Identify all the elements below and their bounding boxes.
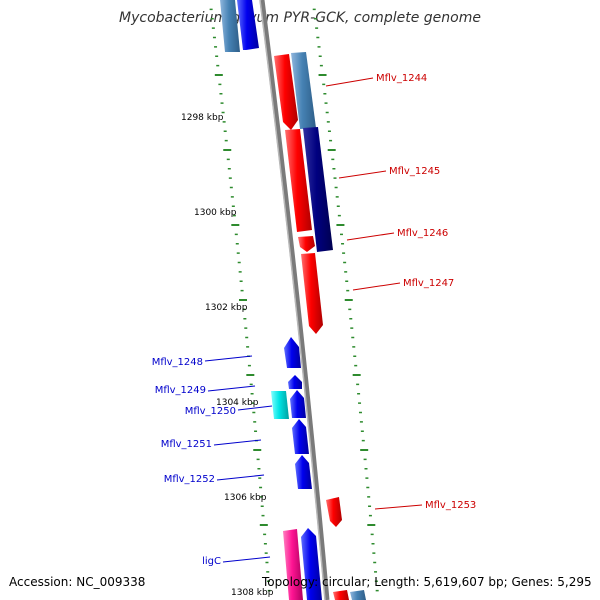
gene-mflv-1245 <box>303 127 333 252</box>
gene-ligc-blue <box>301 528 322 600</box>
label-line-mflv-1244 <box>325 77 374 87</box>
label-line-mflv-1248 <box>204 355 253 362</box>
gene-label-mflv-1247: Mflv_1247 <box>403 278 454 289</box>
gene-label-mflv-1244: Mflv_1244 <box>376 73 427 84</box>
label-line-mflv-1253 <box>374 504 423 510</box>
gene-mflv-1253 <box>326 497 342 527</box>
label-line-mflv-1252 <box>216 474 265 481</box>
gene-ligc <box>283 529 303 600</box>
gene-label-mflv-1248: Mflv_1248 <box>152 357 203 368</box>
gene-mflv-1244 <box>291 52 316 129</box>
label-line-mflv-1246 <box>346 232 395 241</box>
gene-label-mflv-1253: Mflv_1253 <box>425 500 476 511</box>
gene-label-mflv-1250: Mflv_1250 <box>185 406 236 417</box>
gene-mflv-1249 <box>288 375 302 389</box>
gene-label-mflv-1252: Mflv_1252 <box>164 474 215 485</box>
scale-ticks-outer <box>312 8 379 592</box>
label-line-mflv-1247 <box>352 282 401 291</box>
gene-bottom-steelblue <box>350 590 366 600</box>
scale-ticks-inner <box>209 8 271 592</box>
scale-label-1306: 1306 kbp <box>224 493 267 503</box>
gene-label-ligc: ligC <box>202 556 221 567</box>
gene-mflv-1248 <box>284 337 301 368</box>
label-line-mflv-1249 <box>207 385 256 392</box>
gene-label-mflv-1251: Mflv_1251 <box>161 439 212 450</box>
scale-label-1304: 1304 kbp <box>216 398 259 408</box>
gene-mflv-1251 <box>292 419 309 454</box>
gene-mflv-1247 <box>301 253 323 334</box>
label-line-ligc <box>222 556 271 563</box>
accession-text: Accession: NC_009338 <box>9 575 146 589</box>
label-line-mflv-1245 <box>338 170 387 179</box>
scale-label-1302: 1302 kbp <box>205 303 248 313</box>
map-title: Mycobacterium gilvum PYR-GCK, complete g… <box>119 10 481 26</box>
scale-label-1308: 1308 kbp <box>231 588 274 598</box>
gene-label-mflv-1246: Mflv_1246 <box>397 228 448 239</box>
gene-bottom-red <box>333 590 349 600</box>
gene-top-steelblue <box>220 0 240 52</box>
gene-mflv-1252 <box>295 455 312 489</box>
gene-mflv-1250-blue <box>290 390 306 418</box>
genome-backbone-highlight <box>259 0 326 600</box>
label-line-mflv-1250 <box>237 405 273 411</box>
genome-summary-text: Topology: circular; Length: 5,619,607 bp… <box>262 575 592 589</box>
gene-label-mflv-1245: Mflv_1245 <box>389 166 440 177</box>
gene-top-blue <box>237 0 259 50</box>
gene-mflv-1246 <box>298 236 315 252</box>
gene-mflv-1245-red <box>285 129 312 232</box>
gene-mflv-1250 <box>271 391 289 419</box>
genome-backbone <box>259 0 330 600</box>
gene-label-mflv-1249: Mflv_1249 <box>155 385 206 396</box>
scale-label-1298: 1298 kbp <box>181 113 224 123</box>
label-line-mflv-1251 <box>213 439 262 446</box>
scale-label-1300: 1300 kbp <box>194 208 237 218</box>
gene-mflv-1244-red <box>274 54 298 130</box>
